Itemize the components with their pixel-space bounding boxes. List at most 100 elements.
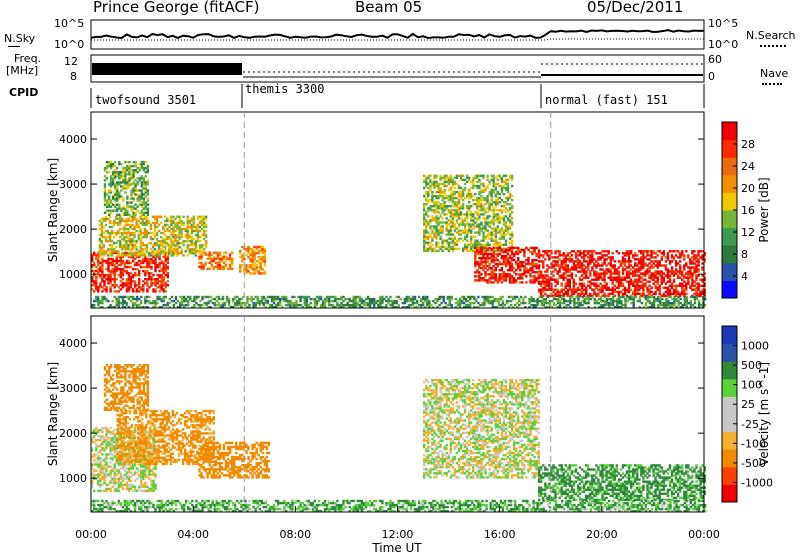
power-cell-3692 <box>656 250 659 253</box>
power-cell-583 <box>125 248 128 251</box>
power-cell-4066 <box>144 299 147 303</box>
power-cell-3417 <box>617 284 621 287</box>
power-cell-1849 <box>443 182 446 186</box>
power-cell-1685 <box>429 219 432 222</box>
power-cell-2334 <box>490 196 493 200</box>
power-cell-2082 <box>466 211 469 214</box>
power-cell-4285 <box>281 306 284 309</box>
power-cell-2070 <box>466 245 469 248</box>
power-cell-4171 <box>215 303 218 307</box>
power-cell-3529 <box>634 272 637 275</box>
power-cell-2942 <box>544 280 547 283</box>
power-cell-4664 <box>499 295 503 299</box>
power-cell-286 <box>142 288 145 291</box>
power-cell-439 <box>166 257 169 261</box>
power-cell-1355 <box>142 203 145 206</box>
power-cell-633 <box>131 231 134 235</box>
power-cell-488 <box>104 217 108 221</box>
power-cell-4842 <box>612 299 615 303</box>
power-cell-4507 <box>405 306 409 309</box>
power-cell-1124 <box>111 209 115 212</box>
power-cell-1765 <box>435 180 438 184</box>
power-cell-894 <box>176 235 179 239</box>
power-cell-2377 <box>494 215 497 218</box>
power-cell-465 <box>100 227 104 231</box>
power-cell-1895 <box>449 247 452 250</box>
power-cell-2235 <box>480 182 483 186</box>
power-cell-2404 <box>496 203 499 206</box>
power-cell-1620 <box>423 217 426 220</box>
power-cell-4616 <box>471 301 474 305</box>
power-cell-3142 <box>574 288 578 291</box>
power-cell-3671 <box>654 276 657 279</box>
power-cell-486 <box>104 223 108 227</box>
power-cell-893 <box>176 240 179 243</box>
power-cell-4518 <box>409 297 413 301</box>
power-cell-4430 <box>358 295 362 299</box>
power-cell-3870 <box>687 270 690 273</box>
power-cell-4633 <box>483 301 486 305</box>
power-cell-102 <box>107 257 110 261</box>
power-cell-3271 <box>593 262 596 265</box>
power-cell-3091 <box>566 278 569 281</box>
power-cell-2797 <box>517 250 520 254</box>
power-cell-2719 <box>502 248 506 252</box>
power-cell-4905 <box>650 301 654 305</box>
power-cell-1017 <box>196 223 200 227</box>
power-cell-3016 <box>556 292 559 296</box>
power-cell-194 <box>125 290 129 293</box>
power-cell-810 <box>164 242 167 245</box>
power-cell-970 <box>190 248 193 251</box>
power-cell-4909 <box>652 301 656 305</box>
power-cell-54 <box>99 269 102 273</box>
power-cell-4470 <box>381 301 384 305</box>
power-cell-3945 <box>697 250 700 253</box>
power-cell-1057 <box>204 242 208 245</box>
power-cell-187 <box>123 282 127 285</box>
power-cell-2845 <box>529 279 532 282</box>
power-cell-2996 <box>552 274 555 277</box>
power-cell-781 <box>157 246 161 249</box>
power-cell-2029 <box>459 176 463 180</box>
power-cell-3116 <box>570 290 574 294</box>
power-cell-1457 <box>218 261 222 264</box>
power-cell-578 <box>123 229 126 233</box>
power-cell-3174 <box>578 262 582 265</box>
power-cell-3936 <box>697 274 700 277</box>
power-cell-1107 <box>109 211 113 214</box>
power-cell-3810 <box>676 262 680 265</box>
power-cell-1328 <box>138 177 141 180</box>
power-cell-1479 <box>226 267 230 271</box>
power-cell-4109 <box>174 297 178 301</box>
power-cell-4250 <box>262 301 265 305</box>
power-cell-2249 <box>482 213 485 216</box>
power-cell-1659 <box>427 241 430 244</box>
power-cell-3363 <box>607 252 610 255</box>
power-cell-677 <box>139 244 142 247</box>
power-cell-770 <box>155 237 159 241</box>
power-cell-666 <box>137 235 140 239</box>
power-cell-4386 <box>336 297 339 301</box>
power-cell-4658 <box>497 303 500 307</box>
nsearch-tick-top: 10^5 <box>708 17 739 30</box>
power-cell-4000 <box>101 295 104 299</box>
power-cell-2930 <box>542 266 545 269</box>
power-cell-2428 <box>498 192 501 196</box>
power-cell-4941 <box>669 303 672 307</box>
power-cell-4198 <box>232 297 235 301</box>
power-cell-98 <box>107 265 110 269</box>
power-cell-1227 <box>124 167 127 170</box>
power-cell-3722 <box>662 276 665 279</box>
power-cell-3229 <box>587 262 590 265</box>
power-cell-111 <box>109 272 112 275</box>
power-cell-3401 <box>613 266 616 269</box>
power-cell-835 <box>168 237 171 241</box>
power-cell-1215 <box>124 209 127 212</box>
power-cell-4524 <box>413 306 417 309</box>
power-cell-2630 <box>488 281 491 284</box>
power-cell-2940 <box>544 284 547 287</box>
power-cell-4394 <box>340 295 343 299</box>
power-cell-1289 <box>132 173 135 176</box>
power-cell-4045 <box>131 301 135 305</box>
power-cell-692 <box>141 244 144 247</box>
